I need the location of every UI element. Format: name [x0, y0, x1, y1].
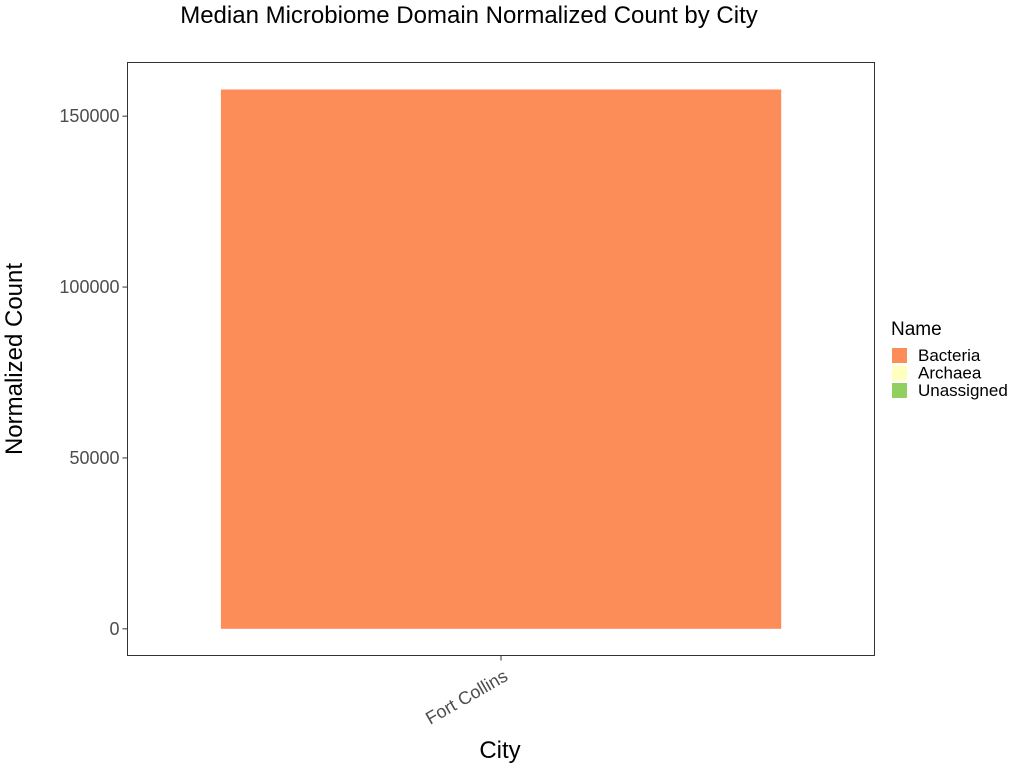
chart-title: Median Microbiome Domain Normalized Coun…: [180, 2, 758, 29]
x-tick-label: Fort Collins: [422, 666, 511, 729]
y-tick-label: 150000: [59, 106, 119, 126]
y-axis: 0 50000 100000 150000: [59, 106, 128, 639]
legend-key-unassigned: [892, 383, 907, 398]
legend-label-unassigned: Unassigned: [918, 381, 1008, 400]
y-axis-title: Normalized Count: [1, 263, 28, 455]
legend-key-bacteria: [892, 348, 907, 363]
y-tick-label: 50000: [69, 448, 119, 468]
x-axis: Fort Collins: [422, 655, 511, 729]
x-axis-title: City: [479, 737, 520, 764]
legend-title: Name: [891, 319, 942, 340]
legend-key-archaea: [892, 365, 907, 381]
y-tick-label: 100000: [59, 277, 119, 297]
bar-layer: [220, 89, 782, 629]
legend-label-bacteria: Bacteria: [918, 346, 981, 365]
legend-label-archaea: Archaea: [918, 364, 982, 383]
y-tick-label: 0: [109, 619, 119, 639]
bar-bacteria-fort-collins: [220, 89, 782, 629]
